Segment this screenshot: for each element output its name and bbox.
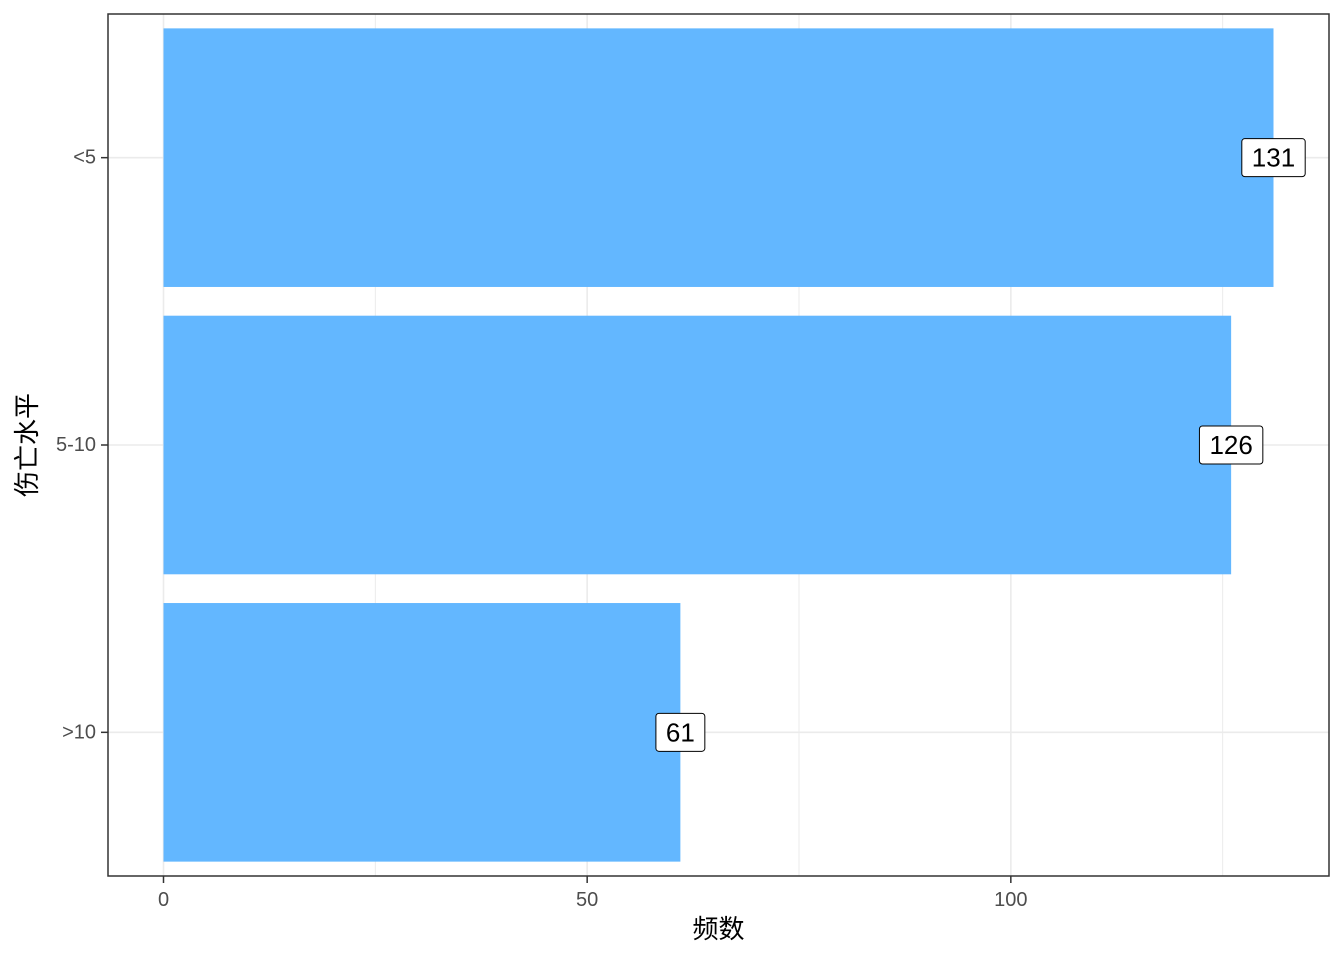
x-axis: 0 50 100 — [158, 876, 1028, 911]
data-label: 61 — [655, 712, 706, 752]
x-tick-label: 50 — [576, 889, 598, 911]
data-label: 131 — [1241, 138, 1306, 178]
data-label: 126 — [1198, 425, 1264, 465]
data-label-text: 131 — [1252, 143, 1295, 173]
y-tick-label: <5 — [73, 147, 96, 169]
bar — [163, 603, 681, 862]
x-tick-label: 0 — [158, 889, 169, 911]
data-label-box — [1198, 425, 1264, 465]
data-label-box — [1241, 138, 1306, 178]
y-axis-title: 伤亡水平 — [13, 393, 43, 497]
y-axis: <5 5-10 >10 — [56, 147, 108, 743]
data-labels-group: 131 126 61 — [655, 138, 1306, 752]
bar — [163, 315, 1232, 575]
data-label-text: 61 — [666, 717, 695, 747]
bar — [163, 28, 1274, 287]
data-label-box — [655, 712, 706, 752]
x-axis-title: 频数 — [692, 915, 744, 945]
y-tick-label: 5-10 — [56, 434, 96, 456]
x-tick-label: 100 — [994, 889, 1027, 911]
data-label-text: 126 — [1209, 430, 1252, 460]
y-tick-label: >10 — [62, 721, 96, 743]
bars-group — [163, 28, 1274, 862]
